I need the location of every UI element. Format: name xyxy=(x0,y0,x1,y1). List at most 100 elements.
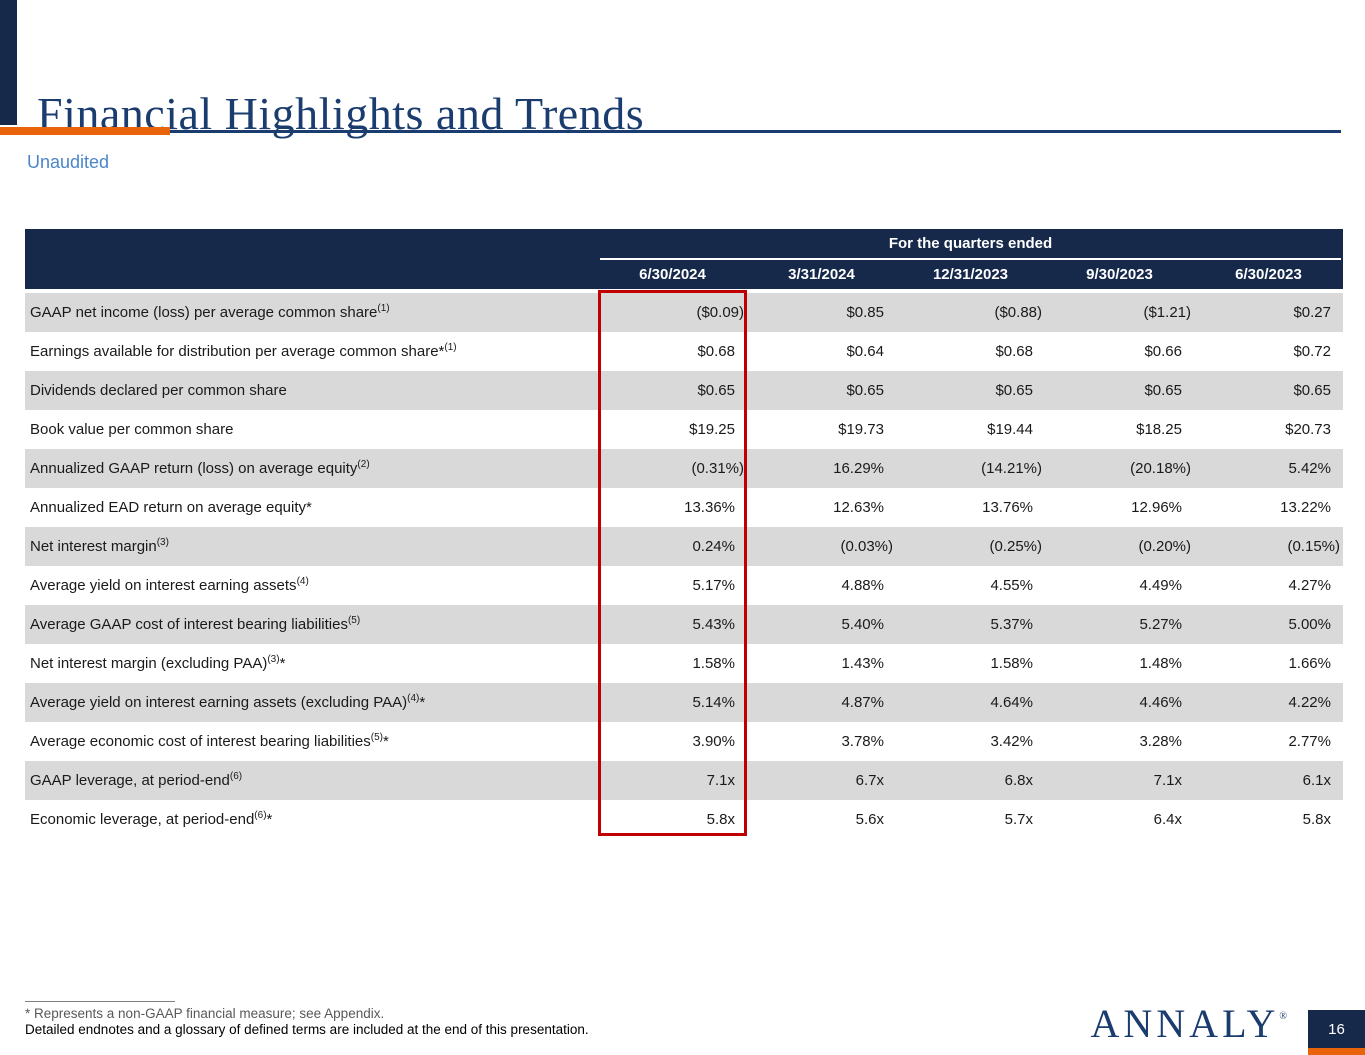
row-label-text: Dividends declared per common share xyxy=(30,382,287,399)
table-value-cell: $0.72 xyxy=(1293,343,1331,360)
table-value-cell: 4.87% xyxy=(841,694,884,711)
table-value-cell: 5.27% xyxy=(1139,616,1182,633)
row-label-superscript: (1) xyxy=(377,303,390,314)
table-value-cell: 6.7x xyxy=(855,772,884,789)
table-value-cell: $0.27 xyxy=(1293,304,1331,321)
table-value-cell: 1.66% xyxy=(1288,655,1331,672)
row-label-text: Average yield on interest earning assets… xyxy=(30,694,408,711)
row-label: GAAP net income (loss) per average commo… xyxy=(25,303,598,322)
row-label-star: * xyxy=(419,694,426,711)
row-label: Earnings available for distribution per … xyxy=(25,342,598,361)
table-value-cell: 5.8x xyxy=(706,811,735,828)
financial-highlights-table: For the quarters ended 6/30/2024 3/31/202… xyxy=(25,229,1343,839)
row-label: Net interest margin(3) xyxy=(25,537,598,556)
row-label: Annualized EAD return on average equity* xyxy=(25,499,598,516)
table-value-cell: 5.6x xyxy=(855,811,884,828)
table-value-cell: 5.14% xyxy=(692,694,735,711)
row-label: Average yield on interest earning assets… xyxy=(25,577,598,595)
table-row: Annualized EAD return on average equity*… xyxy=(25,488,1343,527)
date-row-spacer xyxy=(25,260,598,289)
row-label-text: Annualized EAD return on average equity* xyxy=(30,499,312,516)
row-label-text: Average GAAP cost of interest bearing li… xyxy=(30,616,348,633)
row-label-superscript: (3) xyxy=(156,537,169,548)
table-value-cell: (20.18%) xyxy=(1130,460,1191,477)
table-value-cell: 13.22% xyxy=(1280,499,1331,516)
row-label-superscript: (2) xyxy=(357,459,370,470)
table-value-cell: 5.00% xyxy=(1288,616,1331,633)
table-value-cell: 3.28% xyxy=(1139,733,1182,750)
table-value-cell: 1.58% xyxy=(692,655,735,672)
table-value-cell: ($0.88) xyxy=(994,304,1042,321)
row-label-superscript: (3) xyxy=(267,654,280,665)
row-label-superscript: (6) xyxy=(254,810,267,821)
table-value-cell: 5.40% xyxy=(841,616,884,633)
row-label: GAAP leverage, at period-end(6) xyxy=(25,771,598,790)
title-rule-line xyxy=(170,130,1341,133)
table-value-cell: ($1.21) xyxy=(1143,304,1191,321)
table-row: GAAP net income (loss) per average commo… xyxy=(25,293,1343,332)
row-label: Average economic cost of interest bearin… xyxy=(25,732,598,751)
table-row: Annualized GAAP return (loss) on average… xyxy=(25,449,1343,488)
unaudited-label: Unaudited xyxy=(27,152,110,172)
table-value-cell: 16.29% xyxy=(833,460,884,477)
table-header: For the quarters ended 6/30/2024 3/31/202… xyxy=(25,229,1343,289)
row-label-text: GAAP net income (loss) per average commo… xyxy=(30,304,378,321)
table-value-cell: 5.17% xyxy=(692,577,735,594)
row-label: Average GAAP cost of interest bearing li… xyxy=(25,616,598,634)
table-value-cell: (0.15%) xyxy=(1287,538,1340,555)
row-label: Economic leverage, at period-end(6)* xyxy=(25,810,598,829)
row-label-text: Economic leverage, at period-end xyxy=(30,811,255,828)
column-header-date: 6/30/2024 xyxy=(639,266,706,283)
table-value-cell: 1.48% xyxy=(1139,655,1182,672)
row-label-text: Average yield on interest earning assets xyxy=(30,577,297,594)
row-label: Book value per common share xyxy=(25,421,598,438)
table-value-cell: 5.43% xyxy=(692,616,735,633)
table-value-cell: (0.20%) xyxy=(1138,538,1191,555)
table-value-cell: 12.96% xyxy=(1131,499,1182,516)
table-value-cell: 6.8x xyxy=(1004,772,1033,789)
row-label-text: Earnings available for distribution per … xyxy=(30,343,445,360)
table-value-cell: 7.1x xyxy=(706,772,735,789)
row-label: Net interest margin (excluding PAA)(3)* xyxy=(25,654,598,673)
table-value-cell: 4.49% xyxy=(1139,577,1182,594)
table-value-cell: $20.73 xyxy=(1285,421,1331,438)
table-header-group-row: For the quarters ended xyxy=(25,229,1343,260)
table-row: Average yield on interest earning assets… xyxy=(25,683,1343,722)
table-value-cell: 3.42% xyxy=(990,733,1033,750)
row-label-text: Net interest margin xyxy=(30,538,157,555)
footnote-divider xyxy=(25,1001,175,1002)
table-value-cell: $0.65 xyxy=(1144,382,1182,399)
page-number-orange-bar xyxy=(1308,1048,1365,1055)
row-label-superscript: (5) xyxy=(370,732,383,743)
table-value-cell: $0.64 xyxy=(846,343,884,360)
table-value-cell: 13.36% xyxy=(684,499,735,516)
row-label: Annualized GAAP return (loss) on average… xyxy=(25,459,598,478)
row-label-superscript: (6) xyxy=(229,771,243,782)
table-row: Dividends declared per common share $0.6… xyxy=(25,371,1343,410)
table-row: Book value per common share $19.25 $19.73… xyxy=(25,410,1343,449)
table-value-cell: $19.25 xyxy=(689,421,735,438)
table-value-cell: $0.85 xyxy=(846,304,884,321)
table-value-cell: $19.73 xyxy=(838,421,884,438)
table-value-cell: 7.1x xyxy=(1153,772,1182,789)
table-value-cell: 5.42% xyxy=(1288,460,1331,477)
table-value-cell: $0.65 xyxy=(697,382,735,399)
table-value-cell: 4.22% xyxy=(1288,694,1331,711)
table-value-cell: 5.7x xyxy=(1004,811,1033,828)
table-date-row: 6/30/2024 3/31/2024 12/31/2023 9/30/2023 6/3… xyxy=(25,260,1343,289)
row-label-text: Annualized GAAP return (loss) on average… xyxy=(30,460,358,477)
column-header-date: 6/30/2023 xyxy=(1235,266,1302,283)
column-header-date: 3/31/2024 xyxy=(788,266,855,283)
table-value-cell: (0.03%) xyxy=(840,538,893,555)
table-value-cell: 4.64% xyxy=(990,694,1033,711)
annaly-logo: ANNALY® xyxy=(1091,1000,1287,1047)
table-value-cell: 0.24% xyxy=(692,538,735,555)
table-value-cell: 3.90% xyxy=(692,733,735,750)
table-row: Average economic cost of interest bearin… xyxy=(25,722,1343,761)
table-value-cell: 12.63% xyxy=(833,499,884,516)
table-value-cell: 5.37% xyxy=(990,616,1033,633)
row-label: Average yield on interest earning assets… xyxy=(25,694,598,712)
row-label-superscript: (1) xyxy=(444,342,457,353)
table-value-cell: 6.4x xyxy=(1153,811,1182,828)
table-row: Average yield on interest earning assets… xyxy=(25,566,1343,605)
